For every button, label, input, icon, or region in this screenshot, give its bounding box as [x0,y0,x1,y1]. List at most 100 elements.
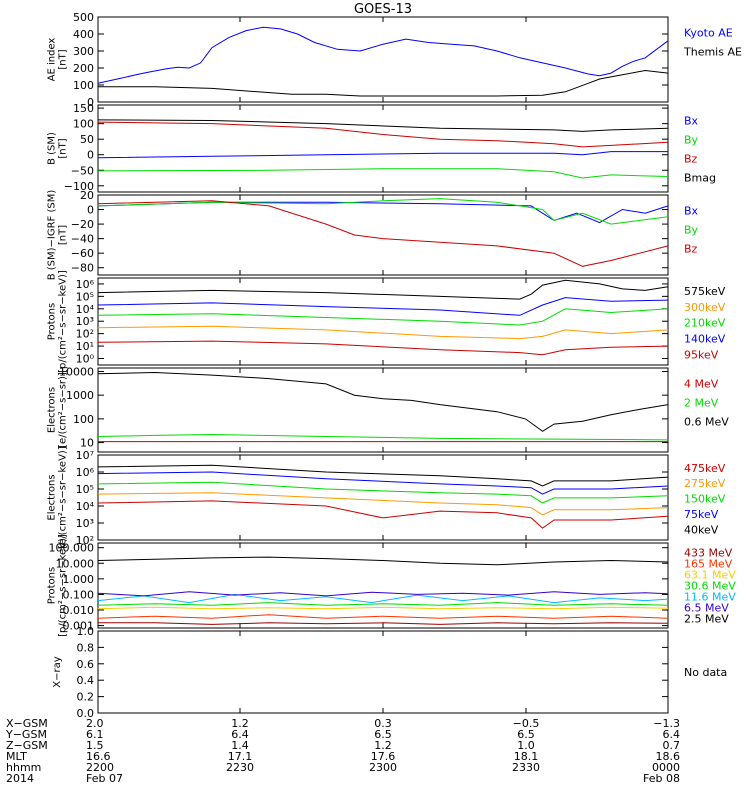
legend-panel-4-140kev: 140keV [684,332,726,345]
xaxis-value: −1.3 [653,717,680,730]
panel-7-ytick-label: 1.000 [63,573,95,586]
xaxis-value: 6.4 [663,728,681,741]
xaxis-value: 18.1 [514,750,539,763]
legend-panel-2-by: By [684,133,699,146]
xaxis-value: Feb 08 [643,772,680,785]
legend-panel-5-2-mev: 2 MeV [684,396,719,409]
panel-4-series-210kev [97,308,669,326]
xaxis-value: 2230 [226,761,254,774]
xaxis-row-label: X−GSM [6,717,48,730]
panel-8-ytick-label: 0.8 [77,641,95,654]
panel-3-ytick-label: 20 [80,189,94,202]
panel-8-ylabel: X−ray [52,656,63,687]
legend-panel-5-4-mev: 4 MeV [684,377,719,390]
xaxis-row-label: Y−GSM [5,728,47,741]
panel-3-series-bz [97,200,669,267]
xaxis-value: 2300 [369,761,397,774]
panel-2-ytick-label: 100 [73,118,94,131]
panel-2-ytick-label: 150 [73,102,94,115]
panel-7-series-165-mev [97,614,669,619]
xaxis-value: Feb 07 [86,772,123,785]
panel-7-ytick-label: 0.001 [63,620,95,633]
panel-1-series-themis-ae [98,69,669,97]
chart-title: GOES-13 [354,2,412,17]
panel-8-ytick-label: 0.2 [77,691,95,704]
panel-7-ylabel: [p/(cm²−s−sr−keV)] [58,534,69,637]
panel-4-ytick-label: 10⁵ [76,290,94,303]
panel-2-frame [97,104,669,193]
xaxis-value: 0.7 [663,739,681,752]
panel-7-ytick-label: 100.000 [49,542,95,555]
xaxis-value: 1.5 [86,739,104,752]
panel-3-ylabel: [nT] [58,225,69,245]
xaxis-value: 1.2 [231,717,249,730]
xaxis-value: 6.4 [231,728,249,741]
panel-6-ylabel: [e/(cm²−s−sr−keV)] [58,446,69,549]
panel-7-series-30-6-mev [97,602,669,606]
xaxis-row-label: 2014 [6,772,34,785]
panel-1-ytick-label: 300 [73,45,94,58]
legend-panel-7-433-mev: 433 MeV [684,547,733,560]
panel-4-ylabel: [p/(cm²−s−sr−keV)] [58,270,69,373]
panel-7-series-11-6-mev [97,593,669,604]
panel-1-ytick-label: 400 [73,28,94,41]
panel-4-ytick-label: 10⁰ [76,353,95,366]
panel-1-frame [97,16,669,103]
panel-2-ylabel: [nT] [58,138,69,158]
legend-panel-7-2-5-mev: 2.5 MeV [684,613,729,626]
panel-5-ytick-label: 10000 [59,365,94,378]
legend-panel-2-bz: Bz [684,152,698,165]
panel-7-series-63-1-mev [97,606,669,610]
legend-panel-1-kyoto-ae: Kyoto AE [684,26,733,39]
panel-6-ytick-label: 10⁶ [76,466,95,479]
legend-panel-6-275kev: 275keV [684,477,726,490]
legend-panel-5-0-6-mev: 0.6 MeV [684,415,729,428]
legend-panel-6-150kev: 150keV [684,493,726,506]
xaxis-value: 2200 [86,761,114,774]
xaxis-row-label: MLT [6,750,27,763]
legend-panel-7-165-mev: 165 MeV [684,558,733,571]
panel-8-note: No data [684,666,727,679]
panel-4-ytick-label: 10² [76,328,94,341]
panel-2-ytick-label: 50 [80,133,94,146]
legend-panel-2-bmag: Bmag [684,171,716,184]
xaxis-value: −0.5 [513,717,540,730]
panel-5-series-0-6-mev [97,371,669,432]
panel-3-ytick-label: −40 [71,233,94,246]
legend-panel-4-300kev: 300keV [684,301,726,314]
panel-5-ytick-label: 10 [80,437,94,450]
panel-7-ylabel: Protons [47,567,58,604]
legend-panel-4-575kev: 575keV [684,285,726,298]
xaxis-value: 17.1 [228,750,253,763]
panel-1-ylabel: [nT] [58,49,69,69]
xaxis-row-label: Z−GSM [6,739,48,752]
panel-7-ytick-label: 10.000 [56,557,95,570]
legend-panel-4-210kev: 210keV [684,317,726,330]
panel-1-ylabel: AE index [47,38,58,82]
legend-panel-2-bx: Bx [684,114,699,127]
legend-panel-7-30-6-mev: 30.6 MeV [684,580,736,593]
legend-panel-7-6-5-mev: 6.5 MeV [684,602,729,615]
xaxis-value: 6.5 [517,728,535,741]
panel-2-series-bz [97,121,669,148]
panel-3-series-by [97,198,669,225]
panel-4-ylabel: Protons [47,303,58,340]
panel-2-series-bmag [97,119,669,132]
panel-7-ytick-label: 0.010 [63,604,95,617]
panel-4-series-140kev [97,297,669,316]
panel-2-ylabel: B (SM) [47,132,58,165]
panel-5-series-2-mev [97,433,669,441]
xaxis-value: 0.3 [374,717,392,730]
xaxis-value: 2.0 [86,717,104,730]
panel-6-series-75kev [97,471,669,495]
panel-6-series-275kev [97,492,669,516]
panel-7-series-6-5-mev [97,591,669,597]
panel-7-frame [97,542,669,629]
panel-1-ytick-label: 0 [87,96,94,109]
legend-panel-6-75kev: 75keV [684,508,719,521]
panel-3-frame [97,194,669,276]
panel-4-series-300kev [97,325,669,340]
panel-8-ytick-label: 0.0 [77,707,95,720]
legend-panel-3-bz: Bz [684,242,698,255]
